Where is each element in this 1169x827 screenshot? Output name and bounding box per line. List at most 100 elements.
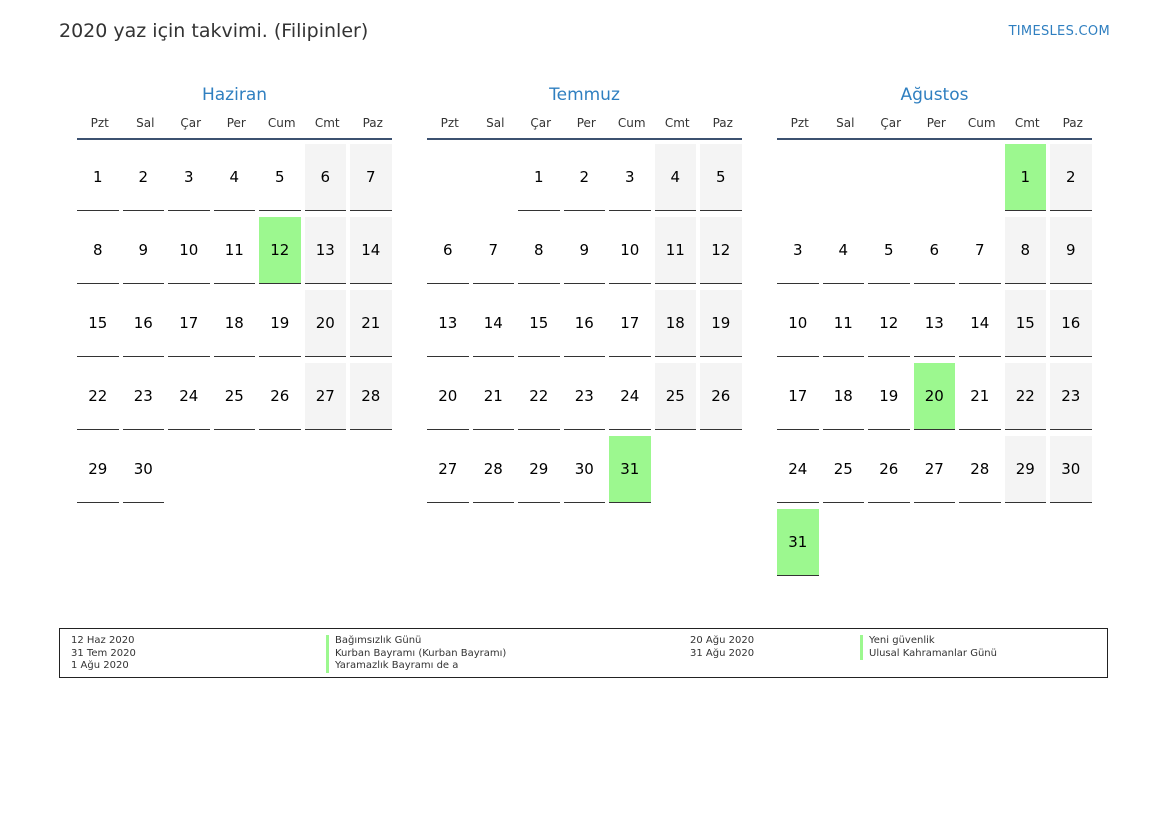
day-cell: 24 [168,363,210,430]
holiday-day-cell: 1 [1004,144,1046,211]
day-cell: 21 [350,290,392,357]
weekday-label: Cum [967,116,996,130]
day-cell: 5 [868,217,910,284]
month-title: Temmuz [549,85,620,105]
day-cell: 14 [959,290,1001,357]
day-cell: 20 [304,290,346,357]
legend-holiday-name: Ulusal Kahramanlar Günü [860,647,997,660]
day-cell: 3 [168,144,210,211]
day-cell: 29 [77,436,119,503]
weekday-label: Cmt [314,116,340,130]
day-cell: 6 [304,144,346,211]
weekday-label: Pzt [90,116,109,130]
legend-date: 12 Haz 2020 [71,635,135,646]
day-cell: 14 [472,290,514,357]
day-cell: 16 [563,290,605,357]
day-cell: 25 [213,363,255,430]
day-cell: 28 [472,436,514,503]
day-cell: 4 [822,217,864,284]
legend-dates-col1: 12 Haz 2020 31 Tem 2020 1 Ağu 2020 [71,635,136,673]
day-cell: 26 [868,436,910,503]
day-cell: 15 [1004,290,1046,357]
day-cell: 11 [654,217,696,284]
day-cell: 15 [518,290,560,357]
legend-date: 31 Ağu 2020 [690,647,755,659]
day-cell: 3 [609,144,651,211]
month-title: Haziran [201,85,268,105]
day-cell: 30 [122,436,164,503]
day-cell: 13 [427,290,469,357]
day-cell: 8 [1004,217,1046,284]
holiday-legend: 12 Haz 2020 31 Tem 2020 1 Ağu 2020 Bağım… [59,628,1108,678]
day-cell: 7 [350,144,392,211]
day-cell: 24 [777,436,819,503]
day-cell: 12 [868,290,910,357]
day-cell: 27 [304,363,346,430]
day-cell: 12 [700,217,742,284]
holiday-day-cell: 31 [609,436,651,503]
legend-holiday-name: Yaramazlık Bayramı de a [326,660,506,673]
weekday-label: Sal [486,116,505,130]
weekday-label: Cmt [664,116,690,130]
legend-holiday-name: Bağımsızlık Günü [326,635,506,648]
weekday-label: Per [576,116,596,130]
day-cell: 2 [563,144,605,211]
day-cell: 28 [959,436,1001,503]
day-cell: 19 [868,363,910,430]
legend-holiday-name: Kurban Bayramı (Kurban Bayramı) [326,647,506,660]
day-cell: 13 [304,217,346,284]
weekday-label: Çar [880,116,902,130]
day-cell: 16 [122,290,164,357]
day-cell: 6 [913,217,955,284]
weekday-label: Paz [712,116,733,130]
day-cell: 19 [259,290,301,357]
day-cell: 22 [1004,363,1046,430]
day-cell: 2 [122,144,164,211]
day-cell: 23 [1050,363,1092,430]
day-cell: 1 [77,144,119,211]
day-cell: 4 [654,144,696,211]
day-cell: 9 [563,217,605,284]
day-cell: 7 [959,217,1001,284]
weekday-header: Pzt Sal Çar Per Cum Cmt Paz [777,108,1092,140]
day-cell: 18 [822,363,864,430]
month-title: Ağustos [900,85,969,105]
day-cell: 22 [518,363,560,430]
day-cell: 17 [777,363,819,430]
day-cell: 4 [213,144,255,211]
day-cell: 26 [259,363,301,430]
day-cell: 21 [472,363,514,430]
day-cell: 6 [427,217,469,284]
weekday-label: Sal [836,116,855,130]
legend-holiday-name: Yeni güvenlik [860,635,997,648]
legend-date: 31 Tem 2020 [71,647,136,659]
day-cell: 29 [1004,436,1046,503]
day-cell: 30 [1050,436,1092,503]
day-cell: 27 [427,436,469,503]
weekday-label: Per [226,116,246,130]
day-cell: 23 [122,363,164,430]
day-cell: 25 [654,363,696,430]
day-cell: 17 [168,290,210,357]
day-cell: 13 [913,290,955,357]
day-cell: 24 [609,363,651,430]
weekday-header: Pzt Sal Çar Per Cum Cmt Paz [427,108,742,140]
legend-dates-col2: 20 Ağu 2020 31 Ağu 2020 [690,635,754,660]
day-cell: 20 [427,363,469,430]
day-cell: 15 [77,290,119,357]
weekday-header: Pzt Sal Çar Per Cum Cmt Paz [77,108,392,140]
day-cell: 27 [913,436,955,503]
weekday-label: Sal [136,116,155,130]
day-cell: 1 [518,144,560,211]
day-cell: 19 [700,290,742,357]
day-cell: 14 [350,217,392,284]
day-cell: 3 [777,217,819,284]
day-cell: 5 [700,144,742,211]
weekday-label: Cmt [1014,116,1040,130]
day-cell: 9 [122,217,164,284]
weekday-label: Paz [1062,116,1083,130]
day-cell: 10 [777,290,819,357]
day-cell: 7 [472,217,514,284]
site-link[interactable]: TIMESLES.COM [1008,24,1110,39]
